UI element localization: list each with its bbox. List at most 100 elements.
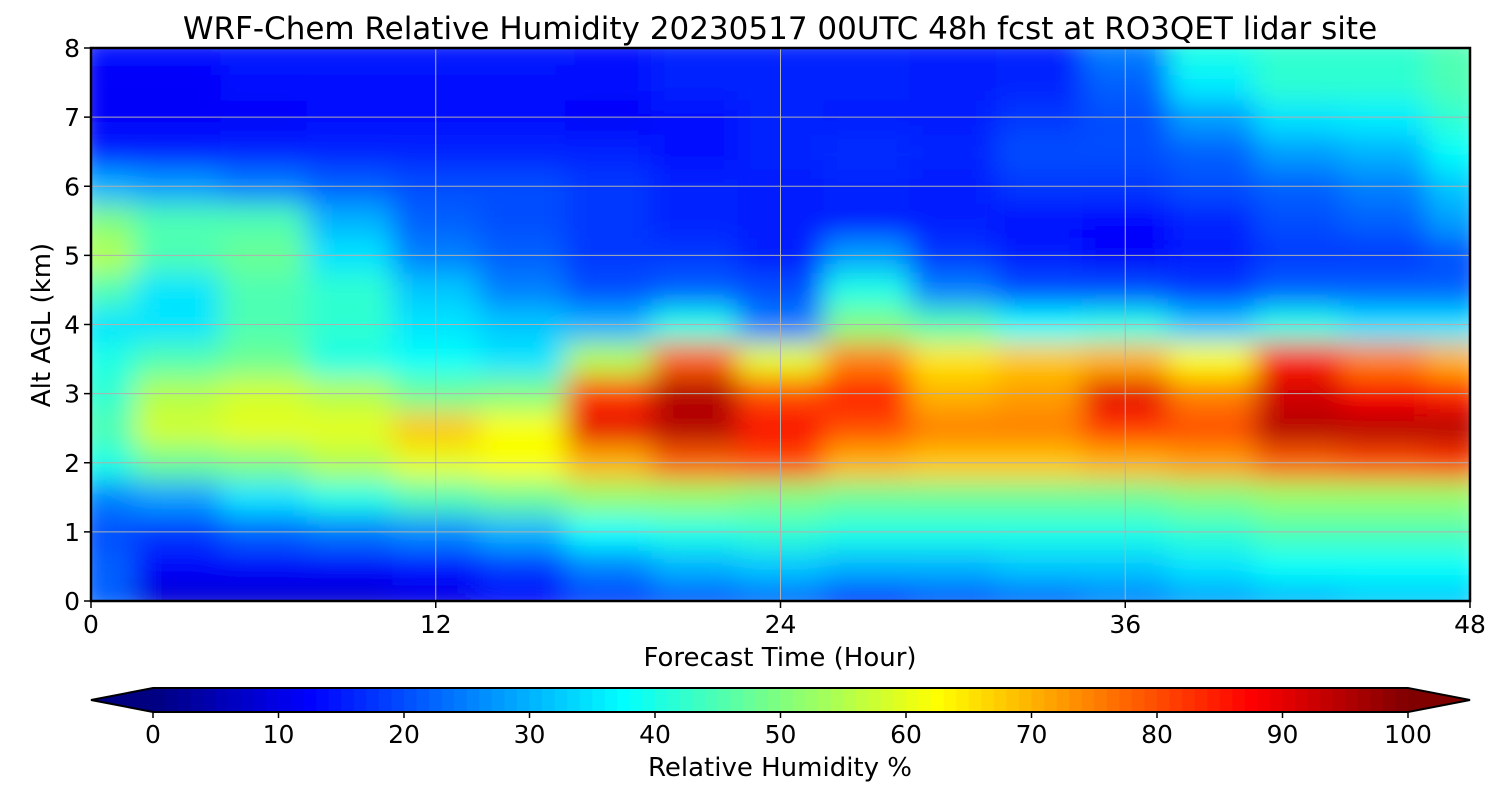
heatmap-cell [1254,410,1342,447]
heatmap-cell [823,203,911,239]
heatmap-cell [306,341,394,377]
colorbar-segment [1069,688,1083,712]
heatmap-cell [909,549,997,585]
colorbar-segment [1370,688,1384,712]
colorbar-segment [1244,688,1258,712]
x-tick-label: 24 [765,610,797,639]
colorbar-segment [429,688,443,712]
heatmap-cell [134,549,221,585]
heatmap-cell [909,480,997,516]
x-tick-label: 48 [1454,610,1486,639]
colorbar-segment [1357,688,1371,712]
heatmap-cell [1426,583,1470,601]
heatmap-cell [1426,480,1470,516]
colorbar-segment [341,688,355,712]
colorbar-segment [1119,688,1133,712]
colorbar-segment [416,688,430,712]
colorbar-segment [1395,688,1409,712]
heatmap-cell [909,583,997,601]
heatmap-cell [91,583,135,601]
colorbar-segment [830,688,844,712]
heatmap-cell [1168,583,1256,601]
colorbar-segment [906,688,920,712]
heatmap-cell [478,410,566,447]
colorbar-segment [1081,688,1095,712]
colorbar-segment [240,688,254,712]
heatmap-cell [91,134,135,170]
heatmap-cell [1426,134,1470,170]
colorbar-segment [491,688,505,712]
chart-title: WRF-Chem Relative Humidity 20230517 00UT… [183,11,1377,47]
heatmap-cell [134,65,221,101]
colorbar-segment [441,688,455,712]
heatmap-cell [565,549,652,585]
heatmap-cell [1426,341,1470,377]
heatmap-cell [306,48,394,66]
heatmap-cell [478,134,566,170]
heatmap-cell [220,583,308,601]
heatmap-cell [134,480,221,516]
heatmap-cell [220,134,308,170]
plot-area [91,48,1470,601]
y-tick-label: 7 [64,103,80,132]
heatmap-cell [909,272,997,308]
heatmap-cell [1168,134,1256,170]
heatmap-cell [565,134,652,170]
colorbar-segment [717,688,731,712]
colorbar-tick-label: 20 [388,720,420,749]
heatmap-cell [565,410,652,447]
colorbar-tick-label: 80 [1141,720,1173,749]
colorbar-segment [943,688,957,712]
heatmap-cell [1426,203,1470,239]
heatmap-cell [651,134,739,170]
heatmap-cell [651,583,739,601]
colorbar-segment [793,688,807,712]
colorbar-segment [454,688,468,712]
colorbar-tick-label: 90 [1267,720,1299,749]
heatmap-cell [909,410,997,447]
heatmap-cell [995,549,1083,585]
colorbar-segment [1169,688,1183,712]
colorbar-segment [1044,688,1058,712]
heatmap-cell [306,410,394,447]
y-axis: 0 1 2 3 4 5 6 7 8 [64,34,91,616]
colorbar-segment [366,688,380,712]
colorbar-segment [1345,688,1359,712]
heatmap-cell [1340,583,1428,601]
heatmap-cell [1340,549,1428,585]
heatmap-cell [1168,410,1256,447]
y-tick-label: 8 [64,34,80,63]
heatmap-cell [1426,549,1470,585]
heatmap-cell [306,272,394,308]
heatmap-cell [565,480,652,516]
heatmap-cell [565,583,652,601]
heatmap-cell [91,549,135,585]
colorbar-segment [353,688,367,712]
y-tick-label: 5 [64,241,80,270]
colorbar-segment [981,688,995,712]
heatmap-cell [909,341,997,377]
colorbar-segment [1207,688,1221,712]
heatmap-cell [306,203,394,239]
colorbar-segment [1131,688,1145,712]
heatmap-cell [1254,583,1342,601]
colorbar-segment [1144,688,1158,712]
heatmap-cell [565,65,652,101]
heatmap-cell [306,134,394,170]
heatmap-cell [134,341,221,377]
colorbar-segment [1157,688,1171,712]
heatmap-cell [909,203,997,239]
heatmap-cell [823,272,911,308]
heatmap-cell [1340,410,1428,447]
x-axis: 0 12 24 36 48 [83,601,1486,639]
heatmap-cell [1254,48,1342,66]
heatmap-cell [565,203,652,239]
colorbar-segment [178,688,192,712]
colorbar-segment [843,688,857,712]
heatmap-cell [995,583,1083,601]
heatmap-cell [651,272,739,308]
y-tick-label: 0 [64,587,80,616]
colorbar-segment [805,688,819,712]
colorbar-segment [215,688,229,712]
heatmap-cell [1168,341,1256,377]
